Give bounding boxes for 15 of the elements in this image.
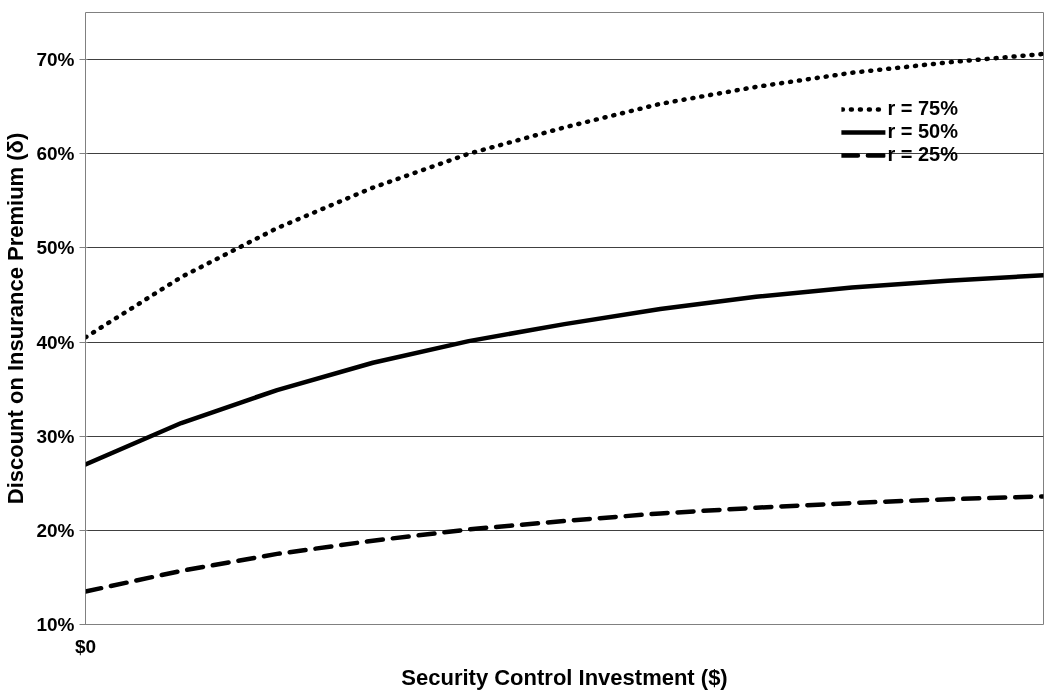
y-axis-title: Discount on Insurance Premium (δ) (3, 132, 29, 505)
y-tick-label: 20% (36, 519, 75, 541)
x-axis-title: Security Control Investment ($) (401, 664, 728, 690)
legend-label: r = 75% (887, 97, 958, 120)
line-series (85, 51, 1044, 340)
y-tick-label: 50% (36, 237, 75, 259)
y-tick-label: 70% (36, 49, 75, 71)
y-tick-label: 60% (36, 143, 75, 165)
line-series (85, 272, 1044, 467)
line-series (85, 494, 1044, 594)
x-tick-label: $0 (74, 635, 97, 657)
legend-label: r = 50% (887, 120, 958, 143)
y-tick-label: 40% (36, 331, 75, 353)
y-tick-label: 10% (36, 614, 75, 635)
y-tick-label: 30% (36, 425, 75, 447)
